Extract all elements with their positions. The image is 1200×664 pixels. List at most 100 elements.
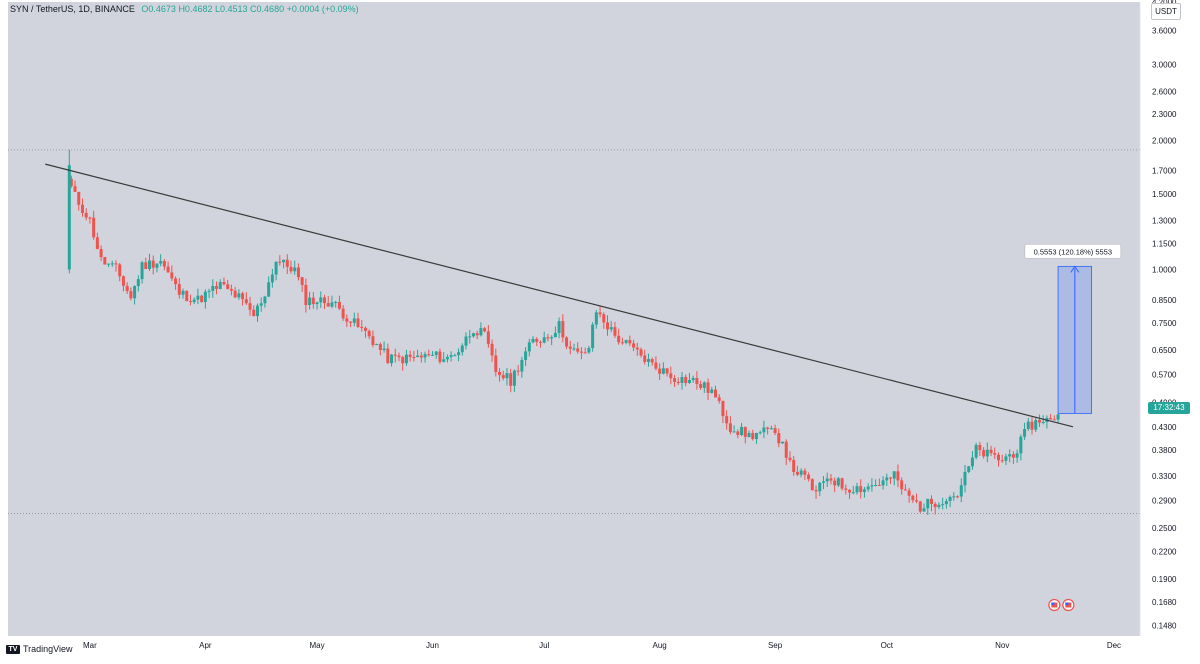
candlestick[interactable] <box>475 330 479 340</box>
candlestick[interactable] <box>810 478 814 491</box>
candlestick[interactable] <box>196 288 200 305</box>
candlestick[interactable] <box>371 330 375 348</box>
candlestick[interactable] <box>929 495 933 512</box>
candlestick[interactable] <box>1041 415 1045 425</box>
candlestick[interactable] <box>874 479 878 487</box>
candlestick[interactable] <box>699 380 703 391</box>
candlestick[interactable] <box>866 483 870 492</box>
symbol-label[interactable]: SYN / TetherUS, 1D, BINANCE <box>10 4 135 14</box>
candlestick[interactable] <box>252 305 256 317</box>
candlestick[interactable] <box>751 429 755 441</box>
candlestick[interactable] <box>579 347 583 360</box>
candlestick[interactable] <box>736 429 740 439</box>
candlestick[interactable] <box>896 464 900 488</box>
candlestick[interactable] <box>282 259 286 269</box>
candlestick[interactable] <box>997 452 1000 467</box>
candlestick[interactable] <box>401 355 405 371</box>
candlestick[interactable] <box>606 315 610 336</box>
candlestick[interactable] <box>646 353 650 367</box>
candlestick[interactable] <box>300 276 304 292</box>
us-event-flag-icon[interactable] <box>1048 598 1061 612</box>
candlestick[interactable] <box>792 456 796 476</box>
candlestick[interactable] <box>538 340 542 348</box>
candlestick[interactable] <box>244 292 248 305</box>
currency-unit-button[interactable]: USDT <box>1151 3 1181 20</box>
candlestick[interactable] <box>613 321 617 338</box>
candlestick[interactable] <box>486 325 490 348</box>
candlestick[interactable] <box>576 342 580 354</box>
candlestick[interactable] <box>431 351 434 356</box>
candlestick[interactable] <box>632 339 636 352</box>
candlestick[interactable] <box>92 210 96 240</box>
candlestick[interactable] <box>427 349 431 357</box>
candlestick[interactable] <box>583 347 587 354</box>
candlestick[interactable] <box>215 281 219 295</box>
candlestick[interactable] <box>308 291 312 310</box>
candlestick[interactable] <box>762 420 766 439</box>
candlestick[interactable] <box>442 352 446 363</box>
candlestick[interactable] <box>155 263 159 273</box>
candlestick[interactable] <box>1011 451 1015 465</box>
candlestick[interactable] <box>296 263 300 281</box>
candlestick[interactable] <box>803 468 807 481</box>
candlestick[interactable] <box>956 495 960 499</box>
candlestick[interactable] <box>885 473 889 486</box>
candlestick[interactable] <box>661 362 665 375</box>
candlestick[interactable] <box>620 337 624 345</box>
candlestick[interactable] <box>609 320 613 333</box>
candlestick[interactable] <box>170 265 174 282</box>
candlestick[interactable] <box>848 488 852 499</box>
candlestick[interactable] <box>438 348 442 365</box>
candlestick[interactable] <box>542 331 546 344</box>
candlestick[interactable] <box>151 255 155 275</box>
candlestick[interactable] <box>754 432 758 444</box>
candlestick[interactable] <box>527 338 531 357</box>
candlestick[interactable] <box>501 370 505 381</box>
candlestick[interactable] <box>717 394 721 404</box>
candlestick[interactable] <box>628 335 632 347</box>
candlestick[interactable] <box>617 328 621 345</box>
candlestick[interactable] <box>836 476 840 488</box>
candlestick[interactable] <box>743 426 747 444</box>
candlestick[interactable] <box>1008 449 1012 463</box>
candlestick[interactable] <box>263 295 267 308</box>
candlestick[interactable] <box>985 442 989 463</box>
candlestick[interactable] <box>978 441 982 456</box>
candlestick[interactable] <box>795 465 799 477</box>
candlestick[interactable] <box>118 262 122 282</box>
candlestick[interactable] <box>319 291 323 308</box>
candlestick[interactable] <box>375 343 379 346</box>
candlestick[interactable] <box>695 371 699 390</box>
candlestick[interactable] <box>550 335 554 346</box>
candlestick[interactable] <box>140 260 144 284</box>
candlestick[interactable] <box>1030 417 1034 435</box>
candlestick[interactable] <box>416 349 420 358</box>
candlestick[interactable] <box>1049 414 1053 420</box>
candlestick[interactable] <box>218 279 222 290</box>
candlestick[interactable] <box>732 425 736 433</box>
candlestick[interactable] <box>658 363 662 380</box>
candlestick[interactable] <box>889 476 893 484</box>
candlestick[interactable] <box>728 416 732 435</box>
candlestick[interactable] <box>915 493 919 504</box>
candlestick[interactable] <box>1056 413 1060 423</box>
candlestick[interactable] <box>67 149 71 274</box>
candlestick[interactable] <box>807 472 811 482</box>
candlestick[interactable] <box>386 343 390 364</box>
candlestick[interactable] <box>114 260 118 272</box>
candlestick[interactable] <box>185 290 189 302</box>
candlestick[interactable] <box>323 294 327 310</box>
candlestick[interactable] <box>706 378 710 401</box>
candlestick[interactable] <box>341 305 345 321</box>
candlestick[interactable] <box>121 275 125 292</box>
candlestick[interactable] <box>758 430 762 435</box>
candlestick[interactable] <box>188 294 192 306</box>
candlestick[interactable] <box>356 312 360 329</box>
candlestick[interactable] <box>993 447 997 459</box>
candlestick[interactable] <box>687 372 691 384</box>
us-event-flag-icon[interactable] <box>1062 598 1075 612</box>
candlestick[interactable] <box>1037 414 1041 428</box>
candlestick[interactable] <box>211 279 215 298</box>
candlestick[interactable] <box>714 385 717 398</box>
